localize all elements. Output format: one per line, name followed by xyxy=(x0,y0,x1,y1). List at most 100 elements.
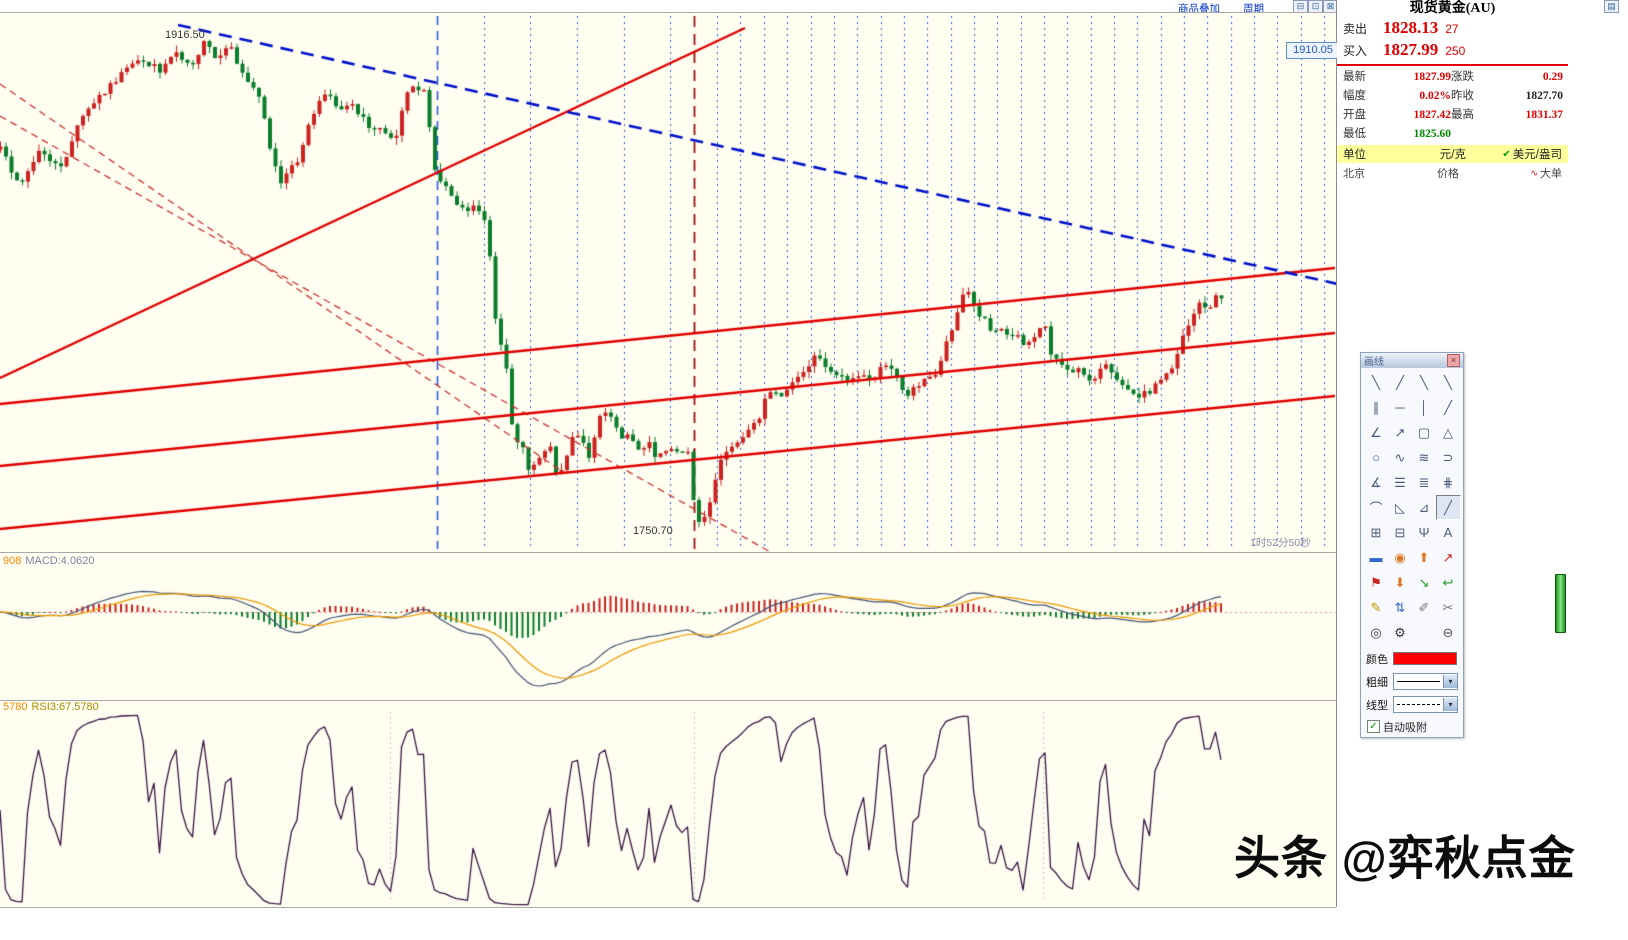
draw-toolbar: 画线 × ╲ ╱ ╲ ╲ ∥ ─ │ ╱ ∠ ↗ ▢ △ ○ ∿ ≋ ⊃ ∡ ☰ ≣ ⋕ ⌒ ◺ ⊿ ╱ ⊞ ⊟ Ψ A ▬ ◉ ⬆ ↗ ⚑ ⬇ ↘… xyxy=(1360,352,1464,738)
collapse-tool[interactable]: ⊖ xyxy=(1442,624,1454,640)
pencil-tool[interactable]: ✎ xyxy=(1370,599,1382,615)
erase-tool[interactable]: ✂ xyxy=(1442,599,1454,615)
macd-separator xyxy=(0,552,1336,553)
rotate-marker-tool[interactable]: ↩ xyxy=(1442,574,1454,590)
arrow-line-tool[interactable]: ↗ xyxy=(1394,424,1406,440)
rsi-prefix-value: 5780 xyxy=(3,701,28,713)
quote-panel: 现货黄金(AU) 卖出 1828.13 27 买入 1827.99 250 最新… xyxy=(1337,0,1568,183)
weight-dropdown[interactable]: ▾ xyxy=(1392,673,1458,690)
horizontal-line-tool[interactable]: ─ xyxy=(1395,400,1405,415)
text-tool[interactable]: A xyxy=(1443,525,1453,540)
bigorder-label: 大单 xyxy=(1540,168,1562,180)
draw-toolbar-titlebar[interactable]: 画线 × xyxy=(1361,353,1463,368)
regression-pencil-tool[interactable]: ╱ xyxy=(1435,495,1461,520)
countdown-label: 1时52分50秒 xyxy=(1250,537,1311,549)
arrow-down-marker-tool[interactable]: ⬇ xyxy=(1394,574,1406,590)
region-row: 北京 价格 ∿ 大单 xyxy=(1337,163,1568,183)
spacer-cell xyxy=(1413,621,1436,644)
regression-line-tool[interactable]: ╱ xyxy=(1444,399,1452,415)
fib-time-zone-tool[interactable]: ⋕ xyxy=(1442,474,1454,490)
unit-row: 单位 元/克 ✔ 美元/盎司 xyxy=(1337,145,1568,163)
pie-marker-tool[interactable]: ◉ xyxy=(1394,549,1406,565)
ellipse-tool[interactable]: ○ xyxy=(1372,450,1380,465)
eye-tool[interactable]: ◎ xyxy=(1370,624,1382,640)
wave-band-tool[interactable]: ≋ xyxy=(1418,449,1430,465)
rsi-panel-canvas[interactable] xyxy=(0,700,1336,907)
peak-price-label: 1916.50 xyxy=(165,29,205,41)
vertical-line-tool[interactable]: │ xyxy=(1419,400,1429,415)
speed-line-tool[interactable]: ◺ xyxy=(1395,499,1405,515)
fib-expansion-tool[interactable]: ≣ xyxy=(1418,474,1430,490)
main-chart-canvas[interactable] xyxy=(0,12,1336,552)
watermark-text: 头条 @弈秋点金 xyxy=(1234,832,1576,884)
open-label: 开盘 xyxy=(1343,109,1366,121)
gann-fan-tool[interactable]: ∡ xyxy=(1370,474,1382,490)
doc-icon[interactable]: ▤ xyxy=(1604,0,1619,13)
low-value: 1825.60 xyxy=(1413,128,1451,140)
edit-tool[interactable]: ✐ xyxy=(1418,599,1430,615)
macd-value: MACD:4.0620 xyxy=(25,555,95,567)
gann-grid-tool[interactable]: ⊞ xyxy=(1370,524,1382,540)
buy-price: 1827.99 xyxy=(1383,40,1439,59)
instrument-title: 现货黄金(AU) xyxy=(1409,1,1496,16)
weight-row: 粗细 ▾ xyxy=(1361,670,1463,693)
empty-value xyxy=(1491,127,1563,141)
high-label: 最高 xyxy=(1451,109,1474,121)
macd-panel-canvas[interactable] xyxy=(0,552,1336,700)
region-label: 北京 xyxy=(1343,168,1365,180)
ray-line-tool[interactable]: ╱ xyxy=(1396,374,1404,390)
color-swatch[interactable] xyxy=(1393,652,1457,665)
macd-prefix-value: 908 xyxy=(3,555,22,567)
weight-label: 粗细 xyxy=(1366,676,1388,689)
cycle-line-tool[interactable]: ⌒ xyxy=(1369,501,1383,516)
triangle-tool[interactable]: △ xyxy=(1443,424,1453,440)
quote-grid: 最新 1827.99 涨跌 0.29 幅度 0.02% 昨收 1827.70 开… xyxy=(1337,69,1568,142)
arrow-up-right-marker-tool[interactable]: ↗ xyxy=(1442,549,1454,565)
sell-label: 卖出 xyxy=(1343,22,1368,36)
flag-marker-tool[interactable]: ⚑ xyxy=(1370,574,1382,590)
buy-label: 买入 xyxy=(1343,44,1368,58)
pitchfork-tool[interactable]: Ψ xyxy=(1418,525,1430,540)
price-label-tool[interactable]: ▬ xyxy=(1369,550,1383,565)
unit-usd-option[interactable]: ✔ 美元/盎司 xyxy=(1502,146,1562,162)
change-label: 涨跌 xyxy=(1451,71,1474,83)
parallel-channel-tool[interactable]: ∥ xyxy=(1372,399,1380,415)
gann-angle-tool[interactable]: ⊿ xyxy=(1418,499,1430,515)
pct-label: 幅度 xyxy=(1343,90,1366,102)
rsi-separator xyxy=(0,700,1336,701)
draw-toolbar-close-icon[interactable]: × xyxy=(1447,354,1460,367)
fib-channel-tool[interactable]: ⊟ xyxy=(1394,524,1406,540)
arrow-up-marker-tool[interactable]: ⬆ xyxy=(1418,549,1430,565)
bigorder-link[interactable]: ∿ 大单 xyxy=(1530,165,1562,181)
settings-tool[interactable]: ⚙ xyxy=(1394,624,1406,640)
rsi-indicator-label: 5780 RSI3:67.5780 xyxy=(3,701,99,713)
arc-tool[interactable]: ⊃ xyxy=(1442,449,1454,465)
rectangle-tool[interactable]: ▢ xyxy=(1417,424,1431,440)
trend-line-tool[interactable]: ╲ xyxy=(1420,374,1428,390)
style-label: 线型 xyxy=(1366,699,1388,712)
buy-qty: 250 xyxy=(1445,44,1466,58)
curve-tool[interactable]: ∿ xyxy=(1394,449,1406,465)
snap-checkbox[interactable]: ✓ xyxy=(1367,720,1380,733)
segment-line-tool[interactable]: ╲ xyxy=(1372,374,1380,390)
low-label: 最低 xyxy=(1343,128,1366,140)
chart-top-border xyxy=(0,12,1336,13)
arrow-down-right-marker-tool[interactable]: ↘ xyxy=(1418,574,1430,590)
extended-line-tool[interactable]: ╲ xyxy=(1444,374,1452,390)
angle-line-tool[interactable]: ∠ xyxy=(1370,424,1382,440)
unit-cny-option[interactable]: 元/克 xyxy=(1439,149,1466,161)
scrollbar-thumb[interactable] xyxy=(1555,574,1566,633)
sell-qty: 27 xyxy=(1445,22,1459,36)
minimize-icon[interactable]: ⊟ xyxy=(1293,0,1308,13)
color-label: 颜色 xyxy=(1366,653,1388,666)
last-value: 1827.99 xyxy=(1413,71,1451,83)
fib-retracement-tool[interactable]: ☰ xyxy=(1394,474,1406,490)
empty-label xyxy=(1451,127,1491,141)
prevclose-label: 昨收 xyxy=(1451,90,1474,102)
adjust-tool[interactable]: ⇅ xyxy=(1394,599,1406,615)
check-icon: ✔ xyxy=(1502,148,1511,160)
style-dropdown[interactable]: ▾ xyxy=(1392,696,1458,713)
chart-bottom-border xyxy=(0,907,1336,908)
unit-usd-label: 美元/盎司 xyxy=(1512,149,1562,161)
